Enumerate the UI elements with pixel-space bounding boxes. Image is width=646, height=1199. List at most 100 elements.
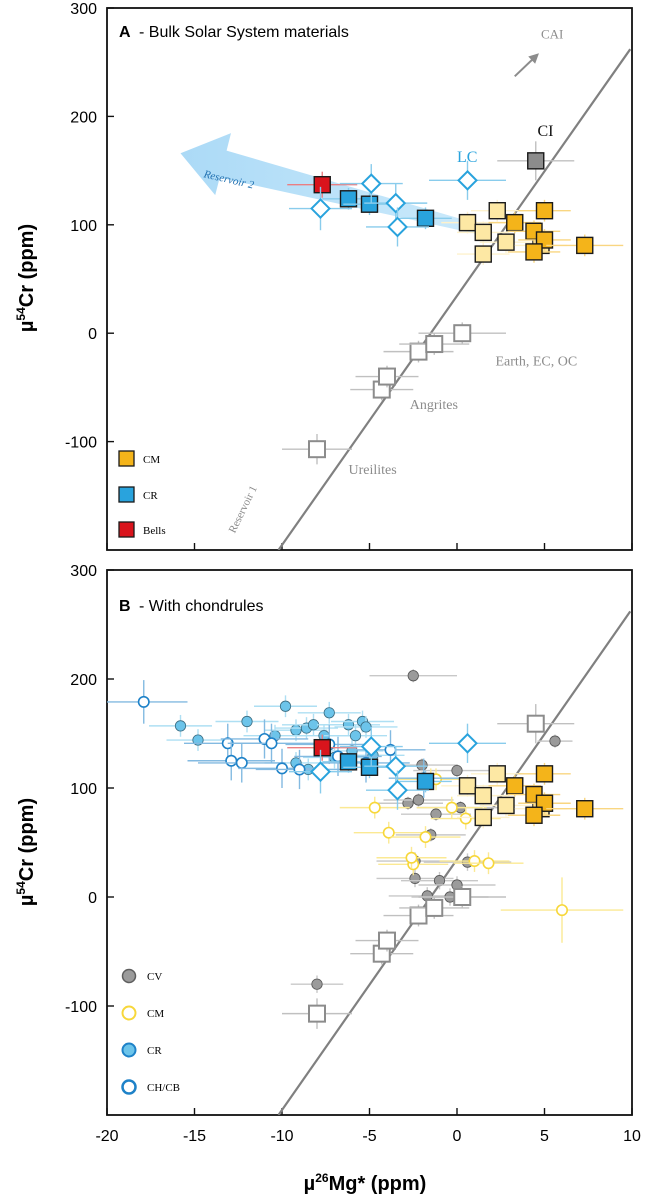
legend-label: Bells — [143, 525, 166, 537]
panel-b-y-axis-label: µ54Cr (ppm) — [14, 798, 38, 906]
data-point — [241, 715, 253, 728]
panel-a-frame — [106, 7, 633, 551]
data-point — [409, 872, 421, 885]
annotation-label: Ureilites — [349, 463, 397, 478]
data-point — [535, 765, 554, 783]
data-point — [308, 1004, 326, 1023]
data-point — [482, 857, 495, 870]
legend-swatch — [118, 521, 135, 538]
series-bulk-open-squares- — [282, 322, 506, 465]
data-point — [360, 736, 382, 757]
x-tick-label: -20 — [95, 1128, 118, 1145]
panel-a-legend: CM CR Bells — [118, 450, 166, 538]
panel-a-title-text: - Bulk Solar System materials — [139, 24, 349, 41]
x-tick-label: -10 — [270, 1128, 293, 1145]
series-diamonds — [289, 160, 506, 247]
series-ci — [497, 141, 575, 181]
data-point — [555, 904, 568, 917]
data-point — [468, 855, 481, 868]
data-point — [225, 754, 238, 767]
annotation-cai: CAI — [541, 26, 563, 41]
data-point — [506, 213, 524, 232]
y-tick-label: 0 — [88, 326, 97, 343]
y-tick-label: -100 — [65, 999, 97, 1016]
cai-arrow-head — [528, 53, 539, 64]
data-point — [535, 202, 554, 220]
panel-b-frame — [106, 569, 633, 1116]
data-point — [526, 714, 545, 733]
data-point — [382, 826, 395, 839]
series-cm — [488, 199, 624, 263]
panel-a-y-axis-label: µ54Cr (ppm) — [14, 224, 38, 332]
data-point — [453, 888, 472, 906]
data-point — [474, 786, 492, 805]
x-tick-label: 0 — [453, 1128, 462, 1145]
series-diamonds — [289, 723, 506, 810]
data-point — [474, 808, 492, 827]
data-point — [425, 898, 444, 917]
data-point — [339, 190, 358, 208]
data-point — [527, 152, 545, 170]
series-lc-light-squares- — [441, 199, 568, 265]
x-tick-label: -5 — [362, 1128, 376, 1145]
data-point — [290, 724, 302, 736]
panel-a-letter: A — [119, 24, 131, 41]
y-tick-label: -100 — [65, 435, 97, 452]
series-bulk-open-squares- — [282, 704, 575, 1029]
legend-label: CM — [147, 1008, 164, 1020]
data-point — [506, 777, 524, 795]
data-point — [409, 342, 428, 361]
data-point — [323, 707, 335, 719]
data-point — [368, 801, 381, 814]
data-point — [387, 779, 408, 801]
data-point — [458, 213, 477, 232]
data-point — [360, 721, 372, 733]
panel-b-y-tick-labels: 300 200 100 0 -100 — [65, 563, 97, 1016]
data-point — [474, 223, 492, 242]
series-cr — [322, 187, 452, 230]
legend-swatch — [121, 1079, 137, 1095]
y-tick-label: 200 — [70, 672, 97, 689]
data-point — [308, 440, 326, 459]
panel-a: A - Bulk Solar System materials 300 200 10… — [14, 1, 633, 551]
data-point — [419, 831, 432, 844]
data-point — [310, 761, 331, 783]
panel-b-letter: B — [119, 598, 131, 615]
series-bells — [287, 171, 358, 198]
data-point — [451, 764, 463, 777]
x-tick-label: 10 — [623, 1128, 641, 1145]
legend-label: CH/CB — [147, 1082, 180, 1094]
data-point — [433, 875, 446, 887]
panel-a-title: A - Bulk Solar System materials — [119, 24, 349, 41]
data-point — [497, 796, 515, 815]
y-tick-label: 100 — [70, 218, 97, 235]
data-point — [488, 202, 506, 220]
data-point — [453, 324, 472, 343]
annotation-ci: CI — [538, 123, 554, 140]
panel-b-plot-area — [107, 669, 624, 1029]
data-point — [459, 812, 472, 825]
legend-swatch — [121, 1042, 137, 1058]
data-point — [311, 978, 323, 990]
x-tick-label: 5 — [540, 1128, 549, 1145]
data-point — [445, 801, 458, 814]
panel-a-y-tick-labels: 300 200 100 0 -100 — [65, 1, 97, 452]
y-tick-label: 300 — [70, 1, 97, 18]
data-point — [360, 758, 379, 776]
reservoir-1-line — [277, 48, 632, 550]
data-point — [293, 763, 306, 776]
panel-b-title-text: - With chondrules — [139, 598, 264, 615]
data-point — [275, 762, 288, 775]
annotation-lc: LC — [457, 149, 477, 166]
legend-swatch — [118, 450, 135, 467]
y-tick-label: 300 — [70, 563, 97, 580]
data-point — [385, 192, 407, 214]
data-point — [488, 765, 506, 783]
data-point — [378, 367, 396, 386]
data-point — [525, 806, 543, 824]
data-point — [416, 772, 435, 791]
data-point — [313, 175, 331, 194]
legend-label: CM — [143, 454, 160, 466]
series-bells — [287, 734, 358, 761]
